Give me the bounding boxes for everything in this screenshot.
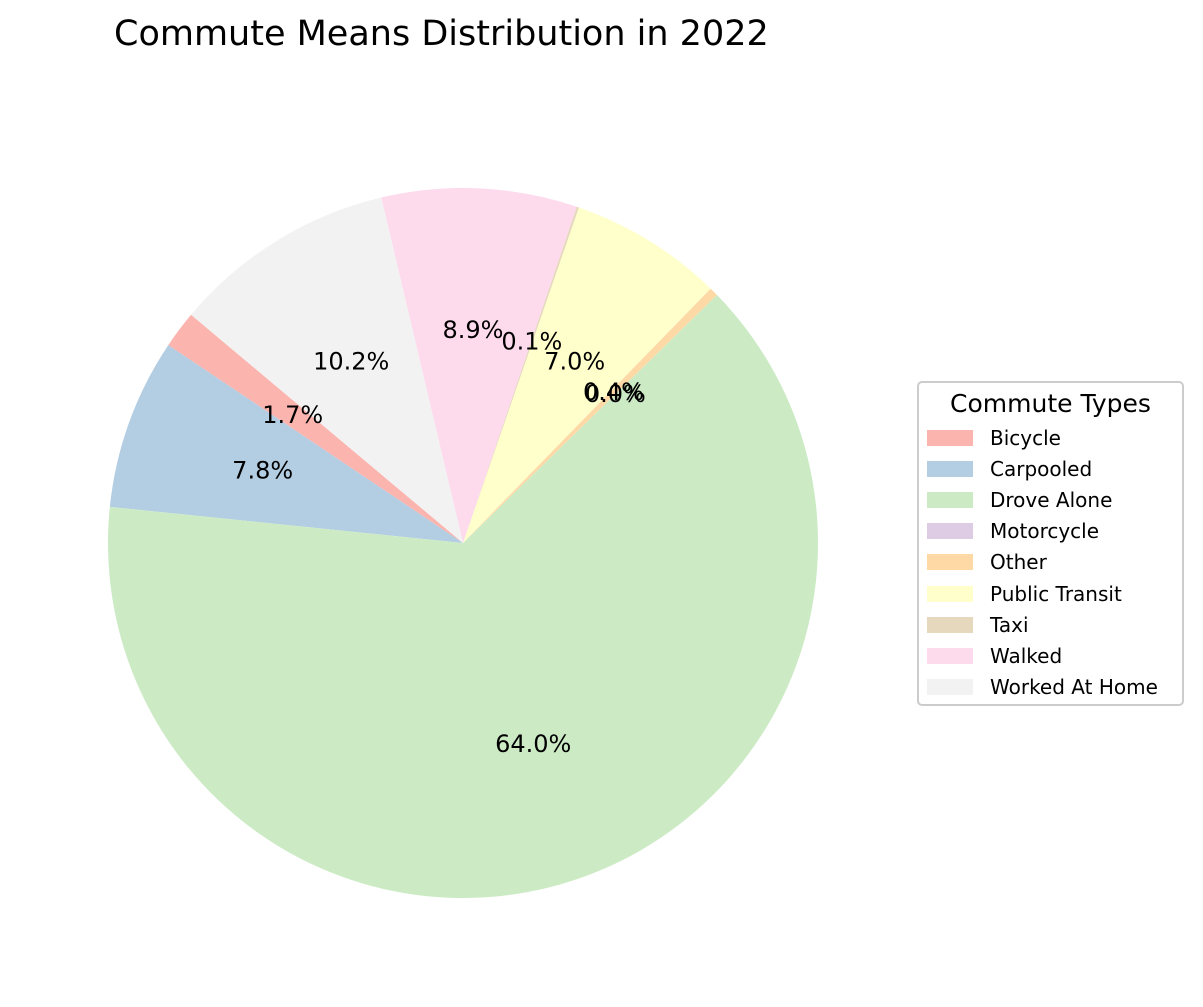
legend-swatch [927, 647, 973, 664]
legend-label: Drove Alone [990, 488, 1113, 513]
pie-slice-walked [381, 188, 577, 543]
legend-item-bicycle: Bicycle [919, 426, 1182, 458]
legend-label: Worked At Home [990, 674, 1158, 699]
pie-label-drove-alone: 64.0% [495, 730, 571, 758]
legend-label: Public Transit [990, 581, 1122, 606]
pie-slice-bicycle [168, 314, 463, 543]
legend-label: Bicycle [990, 426, 1061, 450]
chart-title: Commute Means Distribution in 2022 [114, 14, 769, 54]
pie-label-walked: 8.9% [442, 316, 503, 344]
pie-label-public-transit: 7.0% [544, 348, 605, 376]
legend-swatch [927, 430, 973, 446]
pie-label-other: 0.4% [583, 378, 644, 406]
legend-label: Carpooled [990, 457, 1093, 482]
legend-item-motorcycle: Motorcycle [919, 519, 1182, 551]
legend-swatch [927, 678, 973, 695]
legend-swatch [927, 461, 973, 478]
pie-slices [108, 188, 818, 899]
pie-slice-public-transit [463, 207, 711, 543]
pie-slice-worked-at-home [191, 197, 463, 543]
pie-slice-carpooled [109, 345, 463, 543]
legend-item-drove-alone: Drove Alone [919, 488, 1182, 520]
legend-swatch [927, 616, 973, 633]
legend-item-walked: Walked [919, 643, 1182, 676]
pie-labels: 1.7% 7.8% 64.0% 0.0%0.4%7.0%0.1%8.9% 10.2% [232, 316, 646, 758]
legend-item-other: Other [919, 550, 1182, 582]
legend-item-carpooled: Carpooled [919, 457, 1182, 489]
legend-label: Walked [990, 643, 1063, 668]
legend-swatch [927, 585, 973, 602]
legend-swatch [927, 492, 973, 509]
legend-label: Taxi [990, 612, 1029, 637]
legend: Commute Types Bicycle Carpooled Drove Alon… [917, 381, 1184, 706]
legend-swatch [927, 554, 973, 571]
pie-slice-drove-alone [108, 294, 818, 899]
legend-item-public-transit: Public Transit [919, 581, 1182, 614]
pie-slice-taxi [463, 206, 579, 543]
legend-swatch [927, 523, 973, 540]
legend-title: Commute Types [950, 389, 1151, 418]
legend-label: Other [990, 550, 1047, 575]
pie-label-motorcycle: 0.0% [585, 380, 646, 408]
pie-label-bicycle: 1.7% [262, 401, 323, 429]
legend-item-taxi: Taxi [919, 612, 1182, 645]
legend-label: Motorcycle [990, 519, 1100, 544]
pie-label-taxi: 0.1% [501, 327, 562, 355]
pie-label-carpooled: 7.8% [232, 457, 293, 485]
pie-slice-other [463, 288, 717, 543]
legend-item-worked-at-home: Worked At Home [919, 674, 1182, 707]
pie-label-worked-at-home: 10.2% [313, 348, 389, 376]
